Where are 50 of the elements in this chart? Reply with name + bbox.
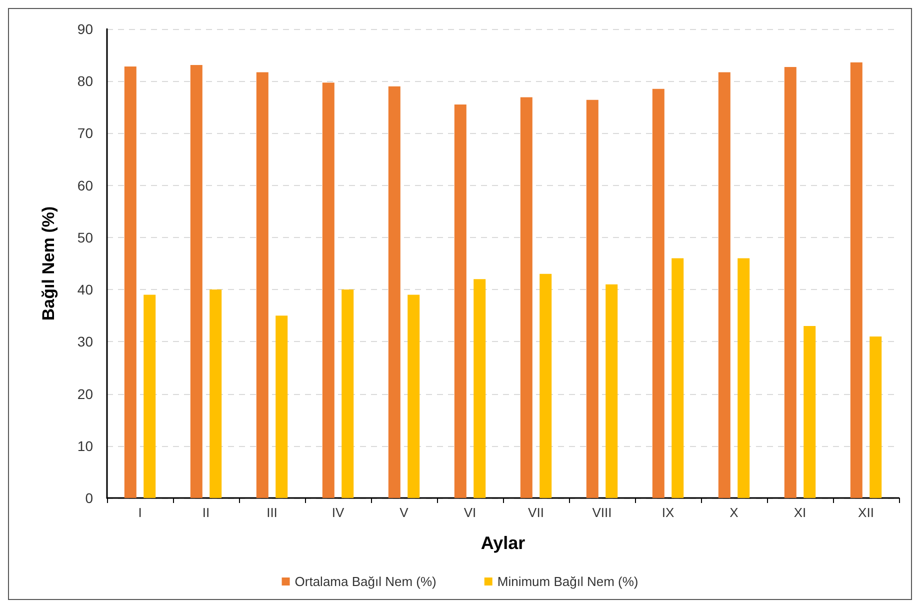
bar xyxy=(718,72,730,498)
bar xyxy=(210,290,222,498)
bar xyxy=(144,294,156,498)
bar xyxy=(870,336,882,498)
y-tick-label: 90 xyxy=(77,21,94,37)
x-tick-label: II xyxy=(202,505,210,520)
bar xyxy=(672,258,684,498)
y-tick-label: 40 xyxy=(77,282,94,298)
bar xyxy=(520,97,532,498)
bar xyxy=(586,100,598,498)
x-tick-label: VII xyxy=(528,505,544,520)
legend-label: Ortalama Bağıl Nem (%) xyxy=(294,574,436,589)
y-tick-label: 70 xyxy=(77,125,94,142)
bar xyxy=(276,316,288,498)
y-axis-title: Bağıl Nem (%) xyxy=(39,206,58,321)
x-axis-title: Aylar xyxy=(480,533,526,553)
bar xyxy=(652,88,664,498)
x-tick-label: III xyxy=(266,505,278,520)
x-tick-label: IX xyxy=(662,505,674,520)
x-tick-label: VIII xyxy=(592,505,612,520)
x-tick-label: X xyxy=(730,505,739,520)
y-tick-label: 10 xyxy=(77,438,94,454)
x-tick-label: V xyxy=(400,505,409,520)
bar xyxy=(256,72,268,498)
bar xyxy=(124,66,136,498)
bar xyxy=(804,326,816,498)
y-tick-label: 0 xyxy=(85,490,94,506)
bar xyxy=(408,294,420,498)
bar xyxy=(738,258,750,498)
x-tick-label: IV xyxy=(332,505,344,520)
bar xyxy=(784,67,796,498)
bar xyxy=(606,284,618,498)
bar xyxy=(474,279,486,498)
bar xyxy=(454,104,466,498)
y-tick-label: 60 xyxy=(77,177,94,194)
bar xyxy=(322,82,334,498)
bar xyxy=(850,62,862,498)
x-tick-label: VI xyxy=(464,505,476,520)
bar xyxy=(342,290,354,498)
legend-label: Minimum Bağıl Nem (%) xyxy=(497,574,638,589)
bar xyxy=(190,64,202,498)
y-tick-label: 30 xyxy=(77,334,94,350)
x-tick-label: XII xyxy=(858,505,874,520)
y-tick-label: 20 xyxy=(77,386,94,402)
y-tick-label: 50 xyxy=(77,229,94,246)
x-tick-label: XI xyxy=(794,505,806,520)
bar xyxy=(540,274,552,498)
x-tick-label: I xyxy=(138,505,142,520)
bar xyxy=(388,86,400,498)
y-tick-label: 80 xyxy=(77,73,94,90)
